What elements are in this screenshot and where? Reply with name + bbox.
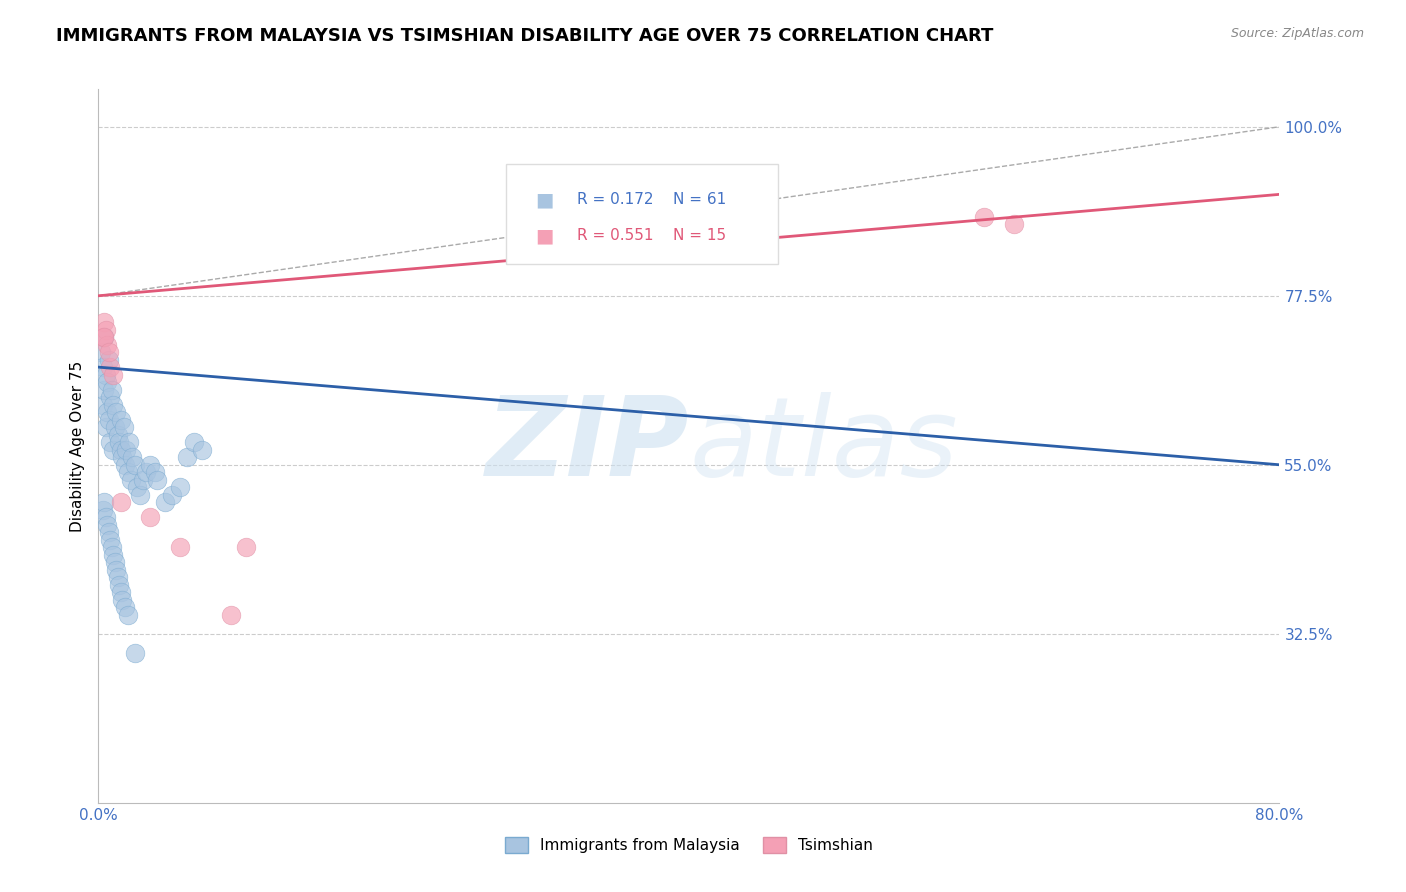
Point: [176, 450, 198, 465]
Point: [107, 427, 129, 442]
Point: [91, 360, 114, 375]
Point: [94, 322, 117, 336]
Point: [112, 420, 135, 434]
Point: [93, 315, 115, 329]
Point: [110, 442, 132, 457]
Point: [96, 337, 118, 351]
Point: [117, 607, 139, 622]
Point: [97, 413, 120, 427]
Point: [105, 405, 128, 419]
Point: [93, 330, 115, 344]
Point: [125, 480, 148, 494]
Point: [110, 585, 132, 599]
Point: [114, 458, 136, 472]
Point: [96, 405, 118, 419]
Point: [235, 541, 257, 555]
Point: [94, 368, 117, 382]
Point: [191, 442, 214, 457]
Point: [104, 556, 127, 570]
Point: [108, 435, 131, 450]
Text: ■: ■: [536, 226, 554, 245]
Point: [98, 360, 121, 375]
Point: [100, 541, 122, 555]
Text: R = 0.551    N = 15: R = 0.551 N = 15: [576, 228, 725, 243]
Point: [111, 593, 134, 607]
Point: [973, 210, 995, 224]
Point: [110, 413, 132, 427]
Point: [118, 435, 141, 450]
Point: [93, 495, 115, 509]
Point: [98, 390, 121, 404]
Point: [121, 450, 143, 465]
Point: [93, 383, 115, 397]
Point: [94, 510, 117, 524]
Point: [1002, 218, 1025, 232]
Point: [124, 646, 146, 660]
Text: IMMIGRANTS FROM MALAYSIA VS TSIMSHIAN DISABILITY AGE OVER 75 CORRELATION CHART: IMMIGRANTS FROM MALAYSIA VS TSIMSHIAN DI…: [56, 27, 994, 45]
Point: [94, 420, 117, 434]
Point: [135, 465, 157, 479]
Y-axis label: Disability Age Over 75: Disability Age Over 75: [69, 360, 84, 532]
Point: [169, 541, 191, 555]
Point: [105, 563, 128, 577]
Point: [91, 503, 114, 517]
Point: [169, 480, 191, 494]
Point: [103, 548, 125, 562]
Point: [143, 465, 166, 479]
Point: [117, 465, 139, 479]
Point: [110, 495, 132, 509]
FancyBboxPatch shape: [506, 164, 778, 264]
Point: [97, 345, 120, 359]
Point: [103, 442, 125, 457]
Point: [139, 458, 162, 472]
Point: [146, 473, 169, 487]
Point: [120, 473, 142, 487]
Point: [97, 352, 120, 367]
Point: [96, 375, 118, 389]
Point: [124, 458, 146, 472]
Point: [103, 368, 125, 382]
Point: [93, 330, 115, 344]
Point: [183, 435, 205, 450]
Text: ■: ■: [536, 190, 554, 210]
Point: [91, 398, 114, 412]
Point: [114, 600, 136, 615]
Point: [97, 525, 120, 540]
Point: [128, 488, 150, 502]
Legend: Immigrants from Malaysia, Tsimshian: Immigrants from Malaysia, Tsimshian: [499, 831, 879, 859]
Point: [162, 488, 183, 502]
Text: atlas: atlas: [689, 392, 957, 500]
Point: [96, 517, 118, 532]
Point: [103, 398, 125, 412]
Point: [98, 435, 121, 450]
Point: [107, 570, 129, 584]
Point: [100, 383, 122, 397]
Text: R = 0.172    N = 61: R = 0.172 N = 61: [576, 193, 725, 207]
Text: Source: ZipAtlas.com: Source: ZipAtlas.com: [1230, 27, 1364, 40]
Text: ZIP: ZIP: [485, 392, 689, 500]
Point: [115, 442, 138, 457]
Point: [104, 420, 127, 434]
Point: [132, 473, 155, 487]
Point: [90, 345, 112, 359]
Point: [108, 578, 131, 592]
Point: [111, 450, 134, 465]
Point: [98, 533, 121, 547]
Point: [221, 607, 243, 622]
Point: [139, 510, 162, 524]
Point: [153, 495, 176, 509]
Point: [91, 330, 114, 344]
